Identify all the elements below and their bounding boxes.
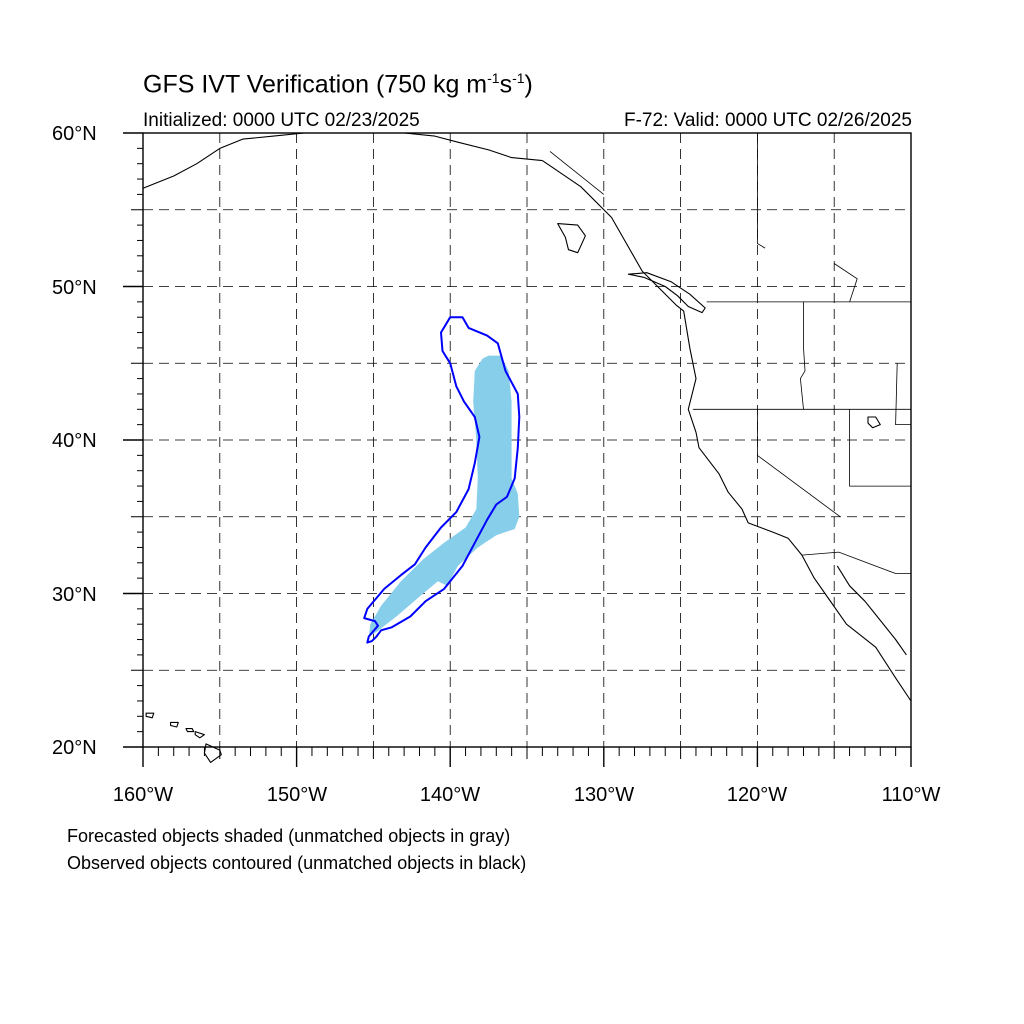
observed-objects — [363, 316, 521, 644]
title-unit-s: s — [499, 70, 513, 99]
title-close: ) — [524, 70, 533, 99]
coastline-gulf-of-california — [836, 565, 907, 656]
title-text: GFS IVT Verification (750 kg m — [143, 70, 488, 99]
coastline-north-america — [542, 160, 912, 702]
coastline-hawaii-island — [194, 731, 205, 739]
coastline-vancouver-island — [627, 272, 706, 314]
coastline-alaska — [142, 132, 543, 189]
lat-label-60: 60°N — [52, 123, 97, 145]
political-border — [757, 409, 841, 518]
political-border — [895, 363, 911, 425]
coastline-hawaii-island — [145, 712, 155, 719]
map-frame — [123, 132, 912, 767]
legend-observed-note: Observed objects contoured (unmatched ob… — [67, 853, 527, 873]
political-border — [801, 551, 911, 574]
lake-outline — [867, 416, 881, 429]
observed-object-contour — [363, 316, 521, 644]
political-border — [799, 301, 806, 410]
valid-time: F-72: Valid: 0000 UTC 02/26/2025 — [624, 110, 912, 131]
lat-label-40: 40°N — [52, 430, 97, 452]
political-border — [849, 409, 911, 487]
lon-label-120w: 120°W — [726, 784, 788, 806]
lat-label-50: 50°N — [52, 277, 97, 299]
political-border — [549, 151, 605, 195]
lon-label-160w: 160°W — [112, 784, 174, 806]
initialized-time: Initialized: 0000 UTC 02/23/2025 — [143, 110, 420, 131]
lon-label-110w: 110°W — [881, 784, 941, 806]
lon-label-130w: 130°W — [573, 784, 635, 806]
title-exponent-2: -1 — [512, 70, 525, 86]
chart-title: GFS IVT Verification (750 kg m-1s-1) — [143, 70, 533, 99]
lat-label-30: 30°N — [52, 584, 97, 606]
coastline-hawaii-island — [185, 728, 195, 733]
lat-label-20: 20°N — [52, 737, 97, 759]
lon-label-150w: 150°W — [266, 784, 328, 806]
forecast-object-shaded — [368, 355, 520, 637]
title-exponent-1: -1 — [487, 70, 500, 86]
political-border — [757, 133, 766, 249]
legend-forecast-note: Forecasted objects shaded (unmatched obj… — [67, 826, 511, 846]
coastline-haida-gwaii — [557, 223, 586, 254]
lon-label-140w: 140°W — [419, 784, 481, 806]
forecast-objects — [368, 355, 520, 637]
coastline-hawaii-island — [170, 721, 179, 728]
political-border — [833, 263, 858, 303]
grid-lines — [143, 133, 911, 747]
